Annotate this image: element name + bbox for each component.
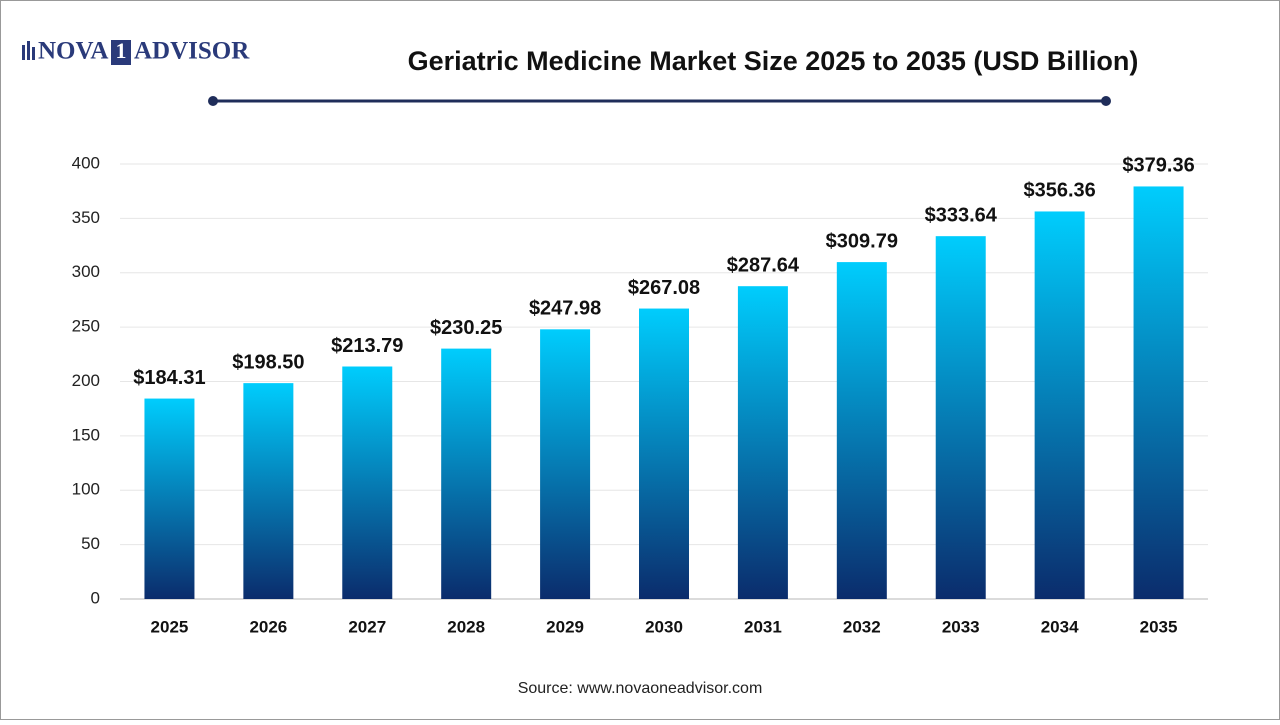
x-tick-label: 2031 bbox=[744, 617, 782, 636]
logo: NOVA 1 ADVISOR bbox=[22, 38, 250, 65]
logo-text: ADVISOR bbox=[134, 38, 250, 65]
chart-title: Geriatric Medicine Market Size 2025 to 2… bbox=[408, 46, 1139, 76]
value-label: $267.08 bbox=[628, 277, 700, 299]
x-tick-label: 2030 bbox=[645, 617, 683, 636]
value-label: $213.79 bbox=[331, 335, 403, 357]
x-tick-label: 2034 bbox=[1041, 617, 1079, 636]
logo-text: NOVA bbox=[38, 38, 108, 65]
value-label: $184.31 bbox=[133, 367, 205, 389]
x-tick-label: 2035 bbox=[1140, 617, 1178, 636]
x-tick-label: 2032 bbox=[843, 617, 881, 636]
value-label: $356.36 bbox=[1023, 180, 1095, 202]
logo-icon bbox=[32, 47, 35, 60]
x-tick-label: 2025 bbox=[151, 617, 189, 636]
bar bbox=[540, 329, 591, 599]
y-tick-label: 350 bbox=[72, 208, 100, 227]
plot: 0 50 100 150 200 250 300 350 400 2025 $184.31 2026 $… bbox=[72, 153, 1208, 636]
bar bbox=[935, 236, 986, 599]
bar bbox=[836, 262, 887, 599]
y-tick-label: 400 bbox=[72, 153, 100, 172]
logo-icon bbox=[22, 45, 25, 60]
title-rule-dot bbox=[208, 96, 218, 106]
bar bbox=[1034, 211, 1085, 599]
value-label: $379.36 bbox=[1122, 155, 1194, 177]
source: Source: www.novaoneadvisor.com bbox=[518, 680, 763, 697]
y-tick-label: 150 bbox=[72, 425, 100, 444]
y-tick-label: 200 bbox=[72, 371, 100, 390]
value-label: $333.64 bbox=[925, 204, 998, 226]
value-label: $198.50 bbox=[232, 351, 304, 373]
x-tick-label: 2029 bbox=[546, 617, 584, 636]
logo-text: 1 bbox=[116, 38, 127, 63]
y-tick-label: 250 bbox=[72, 317, 100, 336]
y-tick-label: 50 bbox=[81, 534, 100, 553]
y-tick-label: 0 bbox=[91, 588, 100, 607]
value-label: $287.64 bbox=[727, 254, 800, 276]
x-tick-label: 2028 bbox=[447, 617, 485, 636]
bar bbox=[342, 366, 393, 599]
value-label: $247.98 bbox=[529, 298, 601, 320]
bar bbox=[441, 348, 492, 599]
value-label: $309.79 bbox=[826, 230, 898, 252]
bar bbox=[639, 308, 689, 599]
x-tick-label: 2033 bbox=[942, 617, 980, 636]
logo-box bbox=[111, 40, 131, 65]
x-tick-label: 2027 bbox=[348, 617, 386, 636]
bar bbox=[1133, 186, 1184, 600]
bar bbox=[737, 286, 788, 599]
value-label: $230.25 bbox=[430, 317, 502, 339]
x-tick-label: 2026 bbox=[249, 617, 287, 636]
bar bbox=[144, 398, 195, 599]
title-rule-dot bbox=[1101, 96, 1111, 106]
y-tick-label: 300 bbox=[72, 262, 100, 281]
bar bbox=[243, 383, 294, 599]
y-tick-label: 100 bbox=[72, 480, 100, 499]
logo-icon bbox=[27, 41, 30, 60]
